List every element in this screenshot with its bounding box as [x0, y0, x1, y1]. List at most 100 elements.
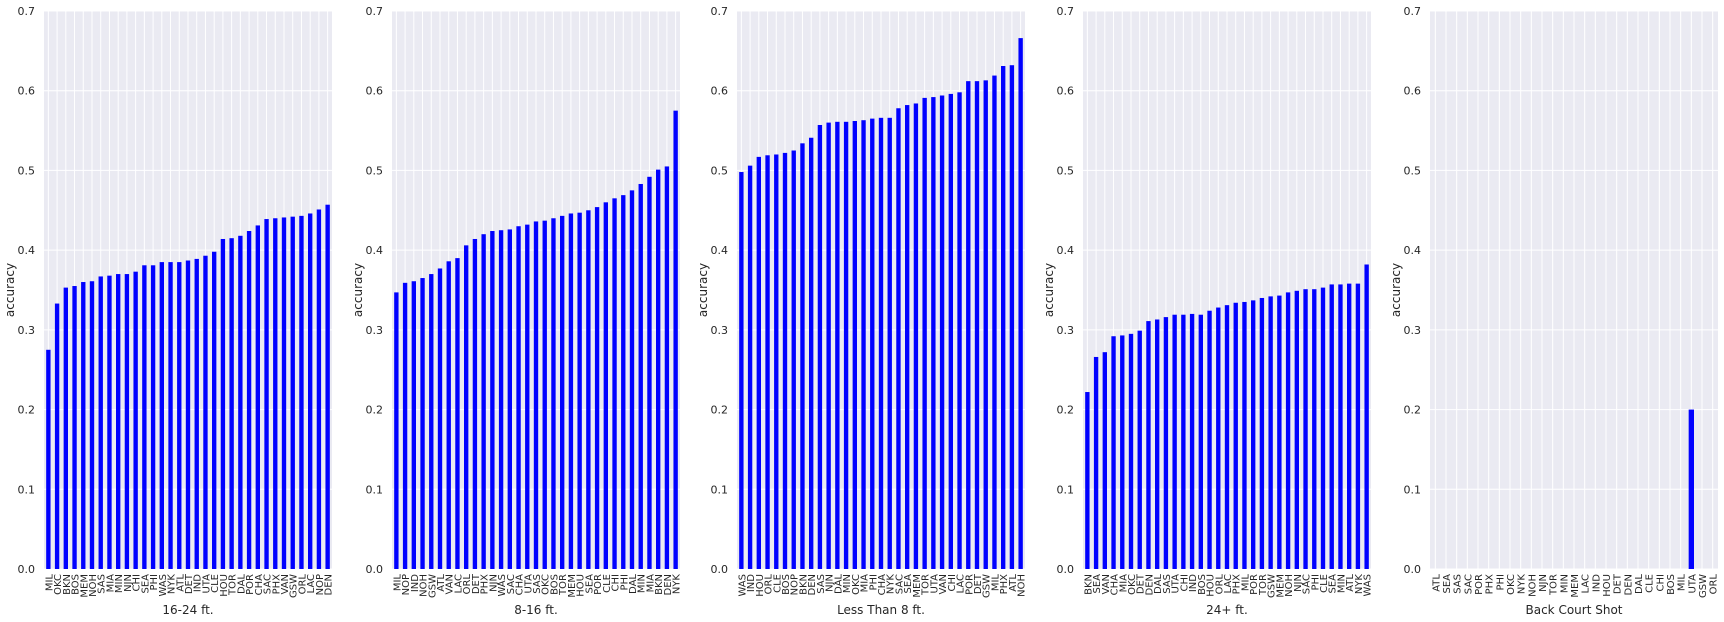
x-tick-label: UTA [523, 574, 534, 594]
bar-den [1146, 321, 1151, 569]
y-tick-label: 0.4 [366, 244, 384, 257]
bar-gsw [290, 216, 295, 570]
x-tick-label: PHI [149, 574, 160, 591]
x-axis-label: 24+ ft. [1206, 603, 1248, 617]
x-tick-label: OKC [1506, 574, 1517, 595]
x-tick-label: CLE [1645, 574, 1656, 593]
x-tick-label: IND [410, 574, 421, 592]
bar-gsw [983, 80, 988, 569]
bar-sac [507, 229, 512, 569]
x-tick-label: MIL [990, 574, 1001, 592]
bar-sas [1163, 317, 1169, 569]
bar-uta [931, 97, 936, 569]
bar-was [739, 172, 744, 569]
bar-orl [464, 245, 469, 570]
bar-van [1102, 352, 1107, 569]
bar-cha [516, 226, 521, 569]
x-tick-label: DET [1136, 573, 1147, 594]
bar-hou [220, 238, 226, 570]
x-tick-label: HOU [1206, 574, 1217, 597]
bar-van [939, 95, 945, 570]
bar-sas [533, 221, 539, 569]
bar-uta [1172, 314, 1177, 569]
y-tick-label: 0.2 [1057, 404, 1075, 417]
bar-was [498, 230, 504, 569]
bar-sea [905, 105, 910, 569]
bar-nyk [887, 117, 892, 570]
bar-mem [1277, 295, 1282, 569]
bar-atl [437, 268, 443, 569]
x-tick-label: DEN [663, 574, 674, 596]
x-tick-label: UTA [1687, 574, 1698, 594]
y-tick-label: 0.2 [18, 404, 36, 417]
x-tick-label: MEM [1570, 574, 1581, 598]
x-tick-label: ATL [436, 574, 447, 592]
bar-por [594, 207, 600, 569]
bar-mia [861, 120, 866, 570]
x-tick-label: CHA [254, 574, 265, 596]
bar-ind [411, 281, 416, 569]
x-tick-label: ORL [1709, 574, 1720, 595]
y-tick-label: 0.7 [711, 5, 729, 18]
y-tick-label: 0.6 [366, 85, 384, 98]
bar-lac [957, 92, 962, 570]
y-tick-label: 0.1 [711, 483, 729, 496]
bar-min [638, 183, 643, 570]
x-tick-label: BKN [62, 574, 73, 595]
x-tick-label: NOP [401, 574, 412, 595]
x-tick-label: NJN [123, 574, 134, 592]
y-axis-label: accuracy [1389, 263, 1403, 317]
x-tick-label: MIN [842, 574, 853, 593]
bar-min [1338, 284, 1343, 569]
x-tick-label: NOP [790, 574, 801, 595]
x-tick-label: HOU [219, 574, 230, 597]
x-tick-label: DEN [1623, 574, 1634, 596]
x-tick-label: VAN [938, 574, 949, 595]
x-tick-label: SAC [263, 574, 274, 594]
x-axis-label: Back Court Shot [1526, 603, 1623, 617]
x-tick-label: GSW [427, 574, 438, 598]
x-tick-label: DEN [807, 574, 818, 596]
x-tick-label: PHI [1495, 574, 1506, 591]
x-tick-label: NOP [315, 574, 326, 595]
x-tick-label: ORL [297, 574, 308, 595]
x-tick-label: CHA [515, 574, 526, 596]
x-tick-label: BKN [654, 574, 665, 595]
bar-mia [1120, 335, 1125, 569]
y-tick-label: 0.5 [18, 164, 36, 177]
y-tick-label: 0.0 [18, 563, 36, 576]
x-tick-label: PHX [1485, 574, 1496, 595]
bar-cle [1320, 287, 1326, 569]
x-tick-label: NYK [886, 574, 897, 595]
x-tick-label: MIL [392, 574, 403, 592]
x-tick-label: SEA [1328, 574, 1339, 594]
bar-ind [1189, 313, 1195, 569]
bar-ind [194, 258, 199, 569]
x-tick-label: POR [1474, 574, 1485, 595]
y-axis-label: accuracy [3, 263, 17, 317]
x-tick-label: DAL [1153, 574, 1164, 594]
x-tick-label: SAS [1453, 574, 1464, 594]
x-axis-label: 8-16 ft. [514, 603, 558, 617]
x-tick-label: MIA [645, 574, 656, 593]
x-tick-label: NOH [419, 574, 430, 597]
x-axis-label: Less Than 8 ft. [837, 603, 925, 617]
x-tick-label: WAS [1363, 574, 1374, 597]
bar-det [1137, 330, 1142, 569]
bar-sas [98, 276, 103, 569]
bar-chi [948, 93, 953, 569]
x-tick-label: IND [1591, 574, 1602, 592]
bar-atl [1009, 65, 1015, 569]
x-tick-label: PHX [480, 574, 491, 595]
bar-cle [603, 202, 608, 570]
x-tick-label: ATL [1345, 574, 1356, 592]
bar-den [809, 137, 814, 569]
x-tick-label: NJN [1293, 574, 1304, 592]
x-tick-label: PHI [619, 574, 630, 591]
x-tick-label: SAS [532, 574, 543, 594]
bar-cle [774, 154, 779, 569]
x-tick-label: CHI [1179, 574, 1190, 591]
bar-okc [852, 121, 857, 570]
x-tick-label: MIN [637, 574, 648, 593]
